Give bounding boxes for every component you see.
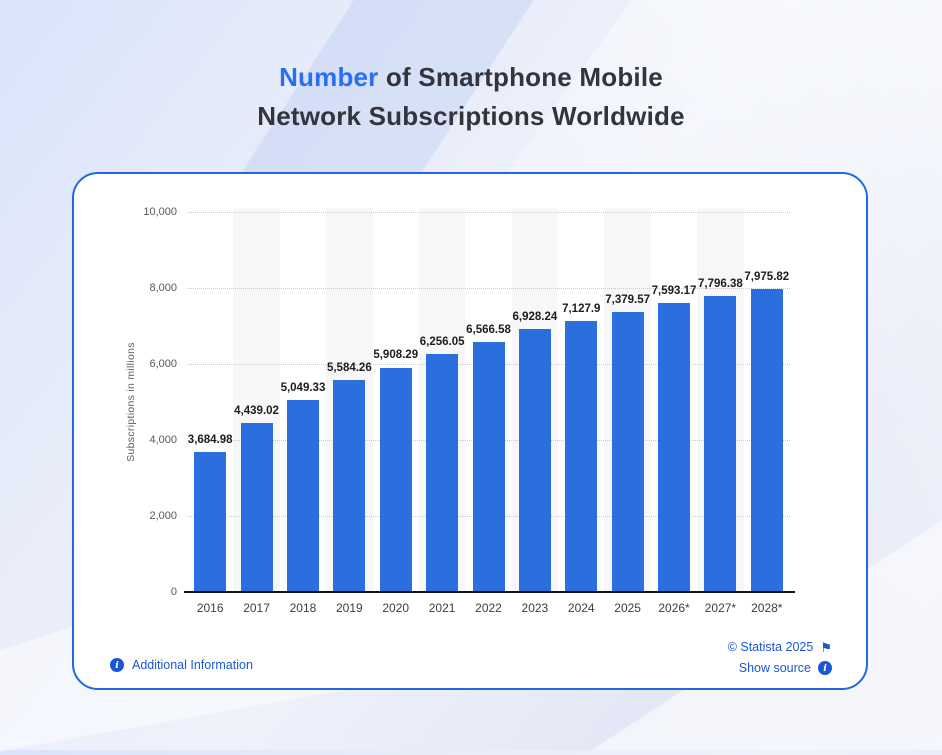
bar-value-label: 7,796.38 (698, 277, 743, 290)
bar-value-label: 5,584.26 (326, 361, 372, 374)
bar-value-label: 7,593.17 (651, 285, 697, 298)
x-axis-label: 2018 (289, 601, 317, 615)
bar-value-label: 6,566.58 (466, 324, 511, 337)
x-axis-label: 2023 (521, 601, 549, 615)
x-axis-label: 2022 (475, 601, 502, 615)
bar[interactable] (286, 400, 319, 592)
chart-card: Subscriptions in millions 0 2,000 4,000 6,0… (72, 172, 868, 690)
bar-value-label: 7,379.57 (605, 293, 651, 306)
bar-value-label: 7,975.82 (744, 270, 790, 283)
bar-value-label: 5,049.33 (280, 382, 326, 395)
y-axis-tick-label: 6,000 (149, 358, 177, 370)
y-axis-tick-label: 2,000 (149, 510, 177, 522)
x-axis-label: 2027* (704, 601, 737, 615)
x-axis-label: 2026* (658, 601, 690, 615)
bar[interactable] (658, 303, 691, 592)
additional-information-label[interactable]: Additional Information (132, 658, 253, 672)
bar-value-label: 5,908.29 (373, 349, 419, 362)
bar-value-label: 4,439.02 (234, 405, 279, 418)
info-icon[interactable]: i (818, 661, 832, 675)
bar[interactable] (565, 321, 598, 592)
bar-value-label: 6,928.24 (512, 310, 558, 323)
page-title-line2: Network Subscriptions Worldwide (257, 101, 685, 131)
bar[interactable] (472, 342, 505, 592)
show-source-label[interactable]: Show source (738, 661, 811, 675)
bar[interactable] (611, 311, 644, 592)
y-axis-tick-label: 8,000 (149, 282, 177, 294)
bar-value-label: 7,127.9 (562, 303, 601, 316)
x-axis-label: 2019 (335, 601, 363, 615)
page-title-highlight: Number (279, 62, 379, 92)
footer-right: © Statista 2025 ⚑ Show source i (728, 640, 832, 675)
additional-information-link[interactable]: i Additional Information (110, 658, 253, 672)
page-title-line1: of Smartphone Mobile (378, 62, 663, 92)
bar[interactable] (194, 451, 227, 592)
x-axis-label: 2021 (428, 601, 456, 615)
bar-chart-plot-area: 0 2,000 4,000 6,000 8,000 10,000 3,684.98 2016 4… (143, 206, 795, 615)
bar[interactable] (750, 288, 783, 592)
gridline (187, 288, 790, 289)
flag-icon[interactable]: ⚑ (820, 639, 832, 655)
bar[interactable] (333, 379, 366, 592)
copyright-label: © Statista 2025 (727, 640, 814, 654)
x-axis-label: 2024 (567, 601, 595, 615)
gridline (187, 212, 790, 213)
x-axis-label: 2028* (751, 601, 783, 615)
info-icon[interactable]: i (110, 658, 124, 672)
bar[interactable] (240, 423, 273, 592)
copyright-row: © Statista 2025 ⚑ (728, 640, 832, 654)
x-axis-label: 2016 (196, 601, 224, 615)
bar[interactable] (704, 295, 737, 592)
show-source-link[interactable]: Show source i (739, 661, 832, 675)
page-title: Number of Smartphone Mobile Network Subs… (0, 58, 942, 136)
bar[interactable] (518, 328, 551, 592)
bar-value-label: 6,256.05 (419, 336, 465, 349)
bar[interactable] (379, 367, 412, 592)
x-axis-label: 2025 (614, 601, 641, 615)
bar-value-label: 3,684.98 (187, 433, 233, 446)
x-axis-label: 2017 (243, 601, 270, 615)
bar[interactable] (426, 354, 459, 592)
y-axis-tick-label: 0 (170, 586, 177, 598)
y-axis-tick-label: 4,000 (149, 434, 177, 446)
x-axis-label: 2020 (382, 601, 410, 615)
x-axis-line (184, 591, 795, 593)
y-axis-tick-label: 10,000 (143, 206, 177, 218)
